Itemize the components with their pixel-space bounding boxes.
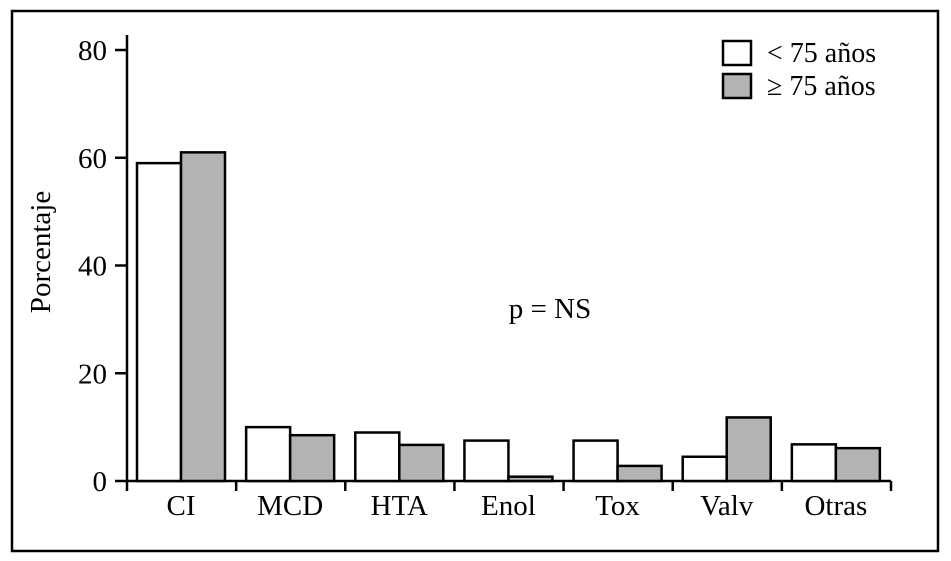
bar-75-plus-tox [616, 464, 663, 483]
x-tick-label: CI [167, 490, 196, 522]
x-tick-label: Tox [595, 490, 640, 522]
bar-under-75-hta [354, 431, 401, 483]
y-axis-title: Porcentaje [25, 191, 57, 313]
y-tick-label: 0 [93, 466, 108, 498]
x-tick-label: MCD [257, 490, 323, 522]
bar-under-75-tox [572, 439, 619, 483]
figure-frame [10, 9, 940, 553]
bar-under-75-otras [790, 443, 838, 483]
y-tick-label: 20 [78, 358, 107, 390]
legend-label-under-75: < 75 años [767, 38, 876, 69]
y-tick-label: 80 [78, 35, 107, 67]
x-tick-label: HTA [371, 490, 428, 522]
x-tick-label: Enol [481, 490, 536, 522]
bar-under-75-ci [135, 161, 183, 483]
y-tick-label: 40 [78, 251, 107, 283]
annotation-pvalue: p = NS [509, 293, 591, 325]
x-tick-label: Otras [804, 490, 867, 522]
y-tick-label: 60 [78, 143, 107, 175]
x-tick-label: Valv [700, 490, 754, 522]
legend-swatch-75-plus [721, 72, 753, 100]
bar-75-plus-enol [507, 475, 554, 483]
legend-swatch-under-75 [721, 39, 753, 67]
legend-label-75-plus: ≥ 75 años [767, 71, 876, 102]
x-tick-labels: CI MCD HTA Enol Tox Valv Otras [167, 490, 868, 522]
y-axis: 0 20 40 60 80 [78, 35, 129, 498]
bar-75-plus-otras [834, 446, 882, 483]
legend: < 75 años ≥ 75 años [721, 38, 876, 102]
bar-75-plus-mcd [288, 433, 336, 483]
bar-under-75-valv [681, 455, 728, 483]
bar-75-plus-hta [398, 443, 445, 483]
bar-75-plus-ci [179, 151, 227, 483]
bar-under-75-enol [463, 439, 510, 483]
bars-group [135, 151, 882, 483]
bar-75-plus-valv [725, 416, 772, 483]
bar-under-75-mcd [244, 425, 292, 483]
